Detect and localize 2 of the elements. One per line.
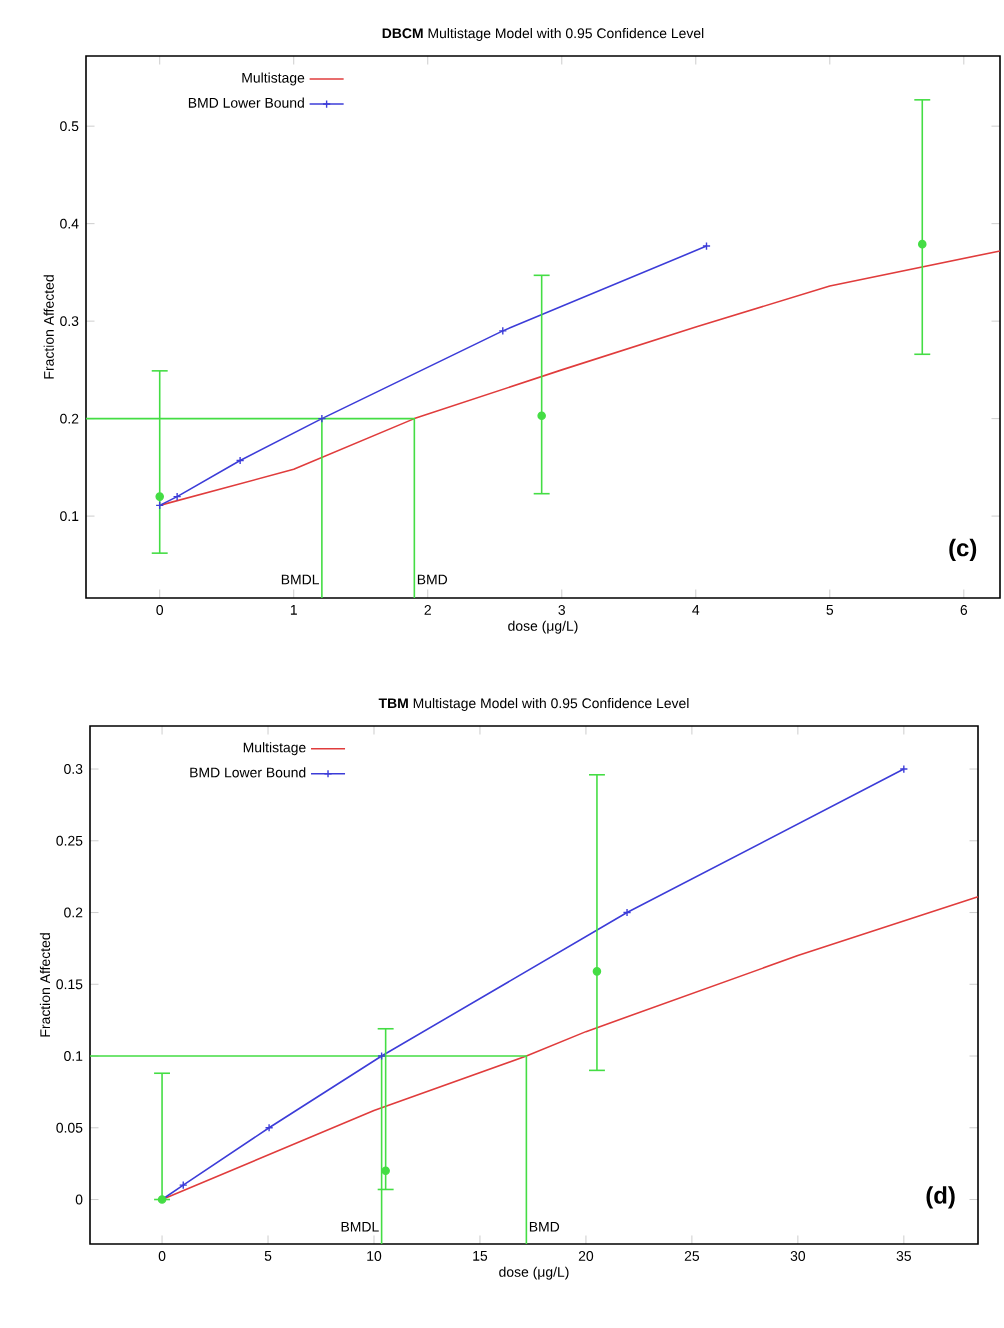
annotation: (c) [949,538,977,562]
annotation: (d) [926,1186,955,1209]
